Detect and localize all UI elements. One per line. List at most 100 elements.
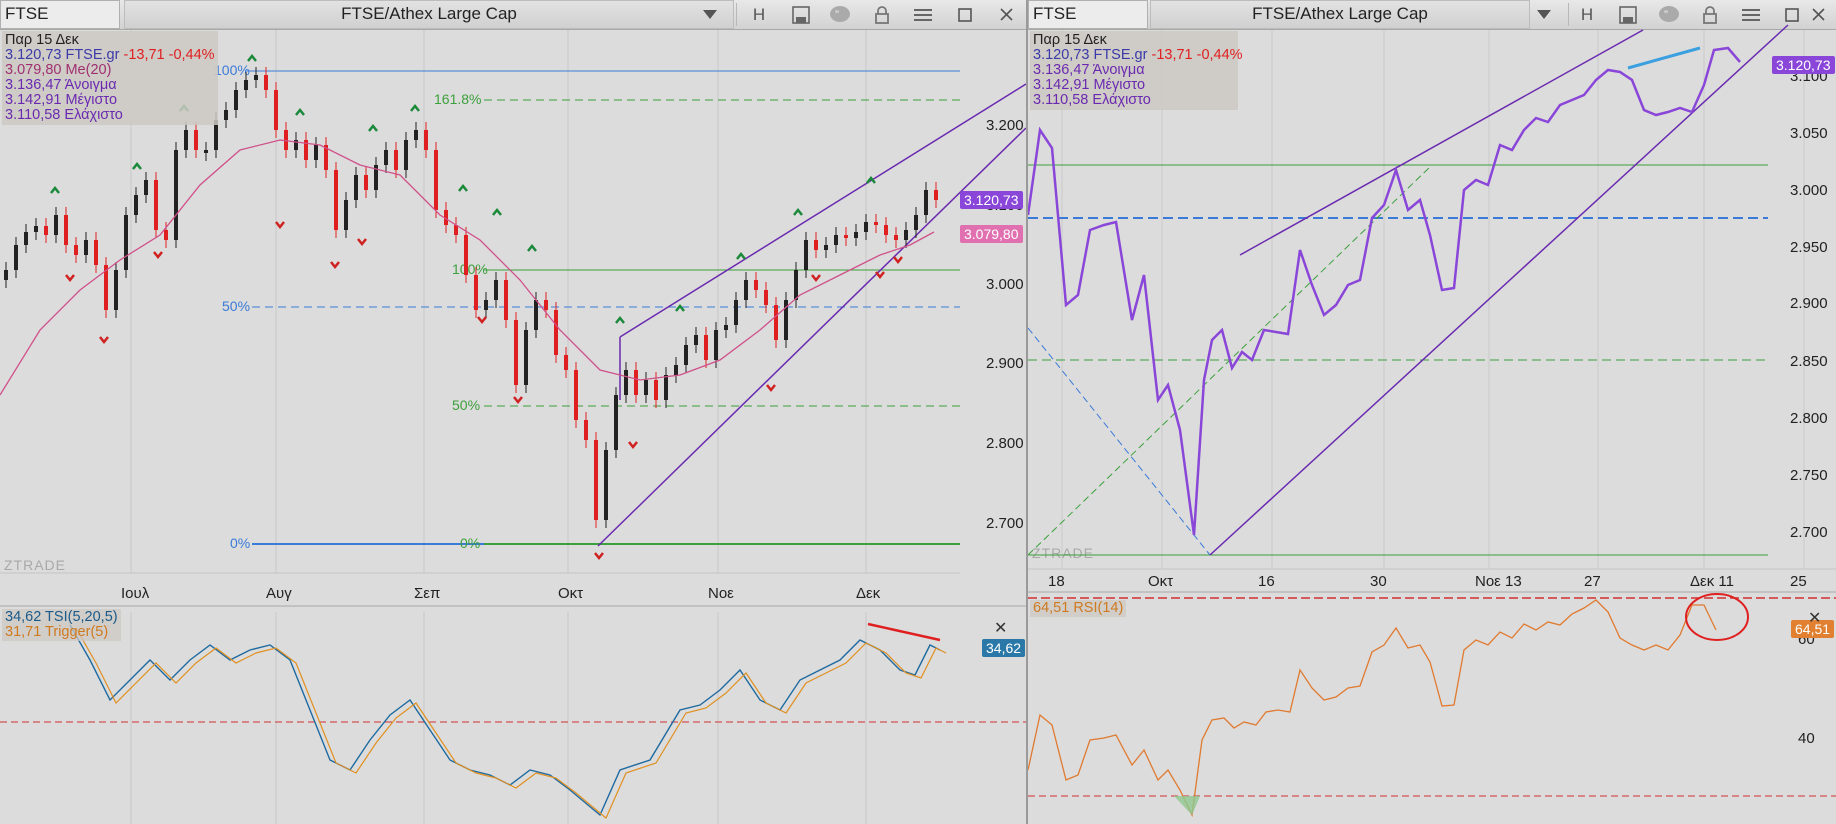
- left-save-button[interactable]: [783, 0, 819, 29]
- left-candle-body: [234, 90, 238, 110]
- left-candle-body: [884, 225, 888, 235]
- left-candle-body: [534, 300, 538, 330]
- left-candle-body: [804, 240, 808, 270]
- left-candle-body: [244, 80, 248, 90]
- left-indicator-close-icon[interactable]: ✕: [994, 618, 1008, 637]
- right-dropdown-button[interactable]: [1526, 0, 1562, 29]
- left-candle-body: [214, 120, 218, 150]
- left-open-line: 3.136,47 Άνοιγμα: [5, 77, 117, 93]
- left-fib-label: 50%: [452, 397, 480, 413]
- left-swing-high-icon: [527, 243, 537, 252]
- left-candle-body: [404, 140, 408, 170]
- left-candle-body: [254, 75, 258, 80]
- left-x-tick: Οκτ: [558, 585, 583, 602]
- left-fib-label: 100%: [214, 62, 250, 78]
- menu-icon: [1742, 8, 1760, 21]
- left-candle-body: [634, 370, 638, 395]
- right-comment-button[interactable]: ”: [1651, 0, 1687, 29]
- menu-icon: [914, 8, 932, 21]
- right-instrument-name[interactable]: FTSE/Athex Large Cap: [1150, 0, 1530, 29]
- left-candle-body: [844, 235, 848, 238]
- left-candle-body: [644, 380, 648, 395]
- left-channel-upper: [619, 83, 1026, 338]
- right-y-tick: 2.750: [1790, 467, 1828, 484]
- left-candle-body: [44, 226, 48, 235]
- left-dropdown-button[interactable]: [692, 0, 728, 29]
- right-toolbar: FTSE FTSE/Athex Large Cap H ”: [1028, 0, 1836, 30]
- left-comment-button[interactable]: ”: [822, 0, 858, 29]
- left-swing-high-icon: [675, 303, 685, 312]
- left-close-button[interactable]: [988, 0, 1024, 29]
- left-divergence-line: [867, 622, 941, 642]
- left-trigger-line: [75, 627, 947, 819]
- left-candle-body: [414, 130, 418, 140]
- right-x-tick: Οκτ: [1148, 573, 1173, 590]
- right-y-tick: 2.800: [1790, 410, 1828, 427]
- left-candle-body: [474, 275, 478, 310]
- left-candle-body: [34, 226, 38, 232]
- left-x-tick: Σεπ: [414, 585, 440, 602]
- left-candle-body: [194, 130, 198, 150]
- left-candle-body: [294, 140, 298, 150]
- left-h-button[interactable]: H: [752, 4, 766, 24]
- right-symbol-input[interactable]: FTSE: [1028, 0, 1148, 29]
- left-instrument-name[interactable]: FTSE/Athex Large Cap: [124, 0, 734, 29]
- left-candle-body: [924, 190, 928, 215]
- left-candle-body: [354, 175, 358, 200]
- left-candle-body: [174, 150, 178, 240]
- left-candle-body: [454, 225, 458, 235]
- left-menu-button[interactable]: [905, 0, 941, 29]
- left-candle-body: [304, 140, 308, 160]
- left-candle-body: [664, 375, 668, 400]
- left-candle-body: [144, 180, 148, 195]
- left-candle-body: [554, 310, 558, 355]
- left-candle-body: [4, 270, 8, 280]
- left-candle-body: [494, 280, 498, 300]
- right-channel-upper: [1239, 29, 1644, 256]
- left-watermark: ZTRADE: [4, 557, 66, 573]
- right-date: Παρ 15 Δεκ: [1033, 32, 1107, 48]
- right-h-button[interactable]: H: [1580, 4, 1594, 24]
- right-open-line: 3.136,47 Άνοιγμα: [1033, 62, 1145, 78]
- left-lock-button[interactable]: [864, 0, 900, 29]
- left-chart-bg: [0, 30, 1026, 614]
- right-price-line: 3.120,73 FTSE.gr: [1033, 47, 1148, 63]
- left-candle-body: [464, 235, 468, 275]
- left-fib-label: 0%: [230, 535, 250, 551]
- right-indicator-close-icon[interactable]: ✕: [1808, 608, 1822, 627]
- right-lock-button[interactable]: [1692, 0, 1728, 29]
- panel-divider[interactable]: [1026, 0, 1028, 824]
- left-candle-body: [184, 130, 188, 150]
- right-line-chart[interactable]: 18 Οκτ 16 30 Νοε 13 27 Δεκ 11 253.1003.0503.000…: [1028, 0, 1836, 824]
- left-maximize-button[interactable]: [947, 0, 983, 29]
- right-close-button[interactable]: [1800, 0, 1836, 29]
- right-maximize-button[interactable]: [1774, 0, 1810, 29]
- left-candle-body: [24, 232, 28, 245]
- left-candle-body: [604, 450, 608, 520]
- right-x-tick: 27: [1584, 573, 1601, 590]
- left-candle-body: [434, 150, 438, 210]
- left-candle-body: [324, 145, 328, 170]
- left-tsi-line: 34,62 TSI(5,20,5): [5, 609, 118, 625]
- left-channel-lower: [597, 127, 1026, 547]
- right-change: -13,71 -0,44%: [1151, 47, 1243, 63]
- right-divergence-line: [1627, 46, 1701, 70]
- left-candle-body: [374, 165, 378, 190]
- left-symbol-input[interactable]: FTSE: [0, 0, 120, 29]
- left-candle-body: [334, 170, 338, 230]
- right-save-button[interactable]: [1610, 0, 1646, 29]
- left-y-tick: 2.800: [986, 435, 1024, 452]
- left-swing-low-icon: [153, 251, 163, 260]
- right-low-line: 3.110,58 Ελάχιστο: [1033, 92, 1151, 108]
- left-swing-low-icon: [513, 396, 523, 405]
- left-price-chart[interactable]: ΙουλΑυγΣεπΟκτΝοεΔεκ3.2003.1003.0002.9002…: [0, 0, 1026, 824]
- chevron-down-icon: [703, 10, 717, 19]
- left-toolbar: FTSE FTSE/Athex Large Cap H ”: [0, 0, 1026, 30]
- left-swing-low-icon: [893, 256, 903, 265]
- right-high-line: 3.142,91 Μέγιστο: [1033, 77, 1146, 93]
- left-candle-body: [764, 290, 768, 305]
- left-y-tick: 3.200: [986, 117, 1024, 134]
- left-candle-body: [424, 130, 428, 150]
- left-swing-low-icon: [766, 384, 776, 393]
- right-menu-button[interactable]: [1733, 0, 1769, 29]
